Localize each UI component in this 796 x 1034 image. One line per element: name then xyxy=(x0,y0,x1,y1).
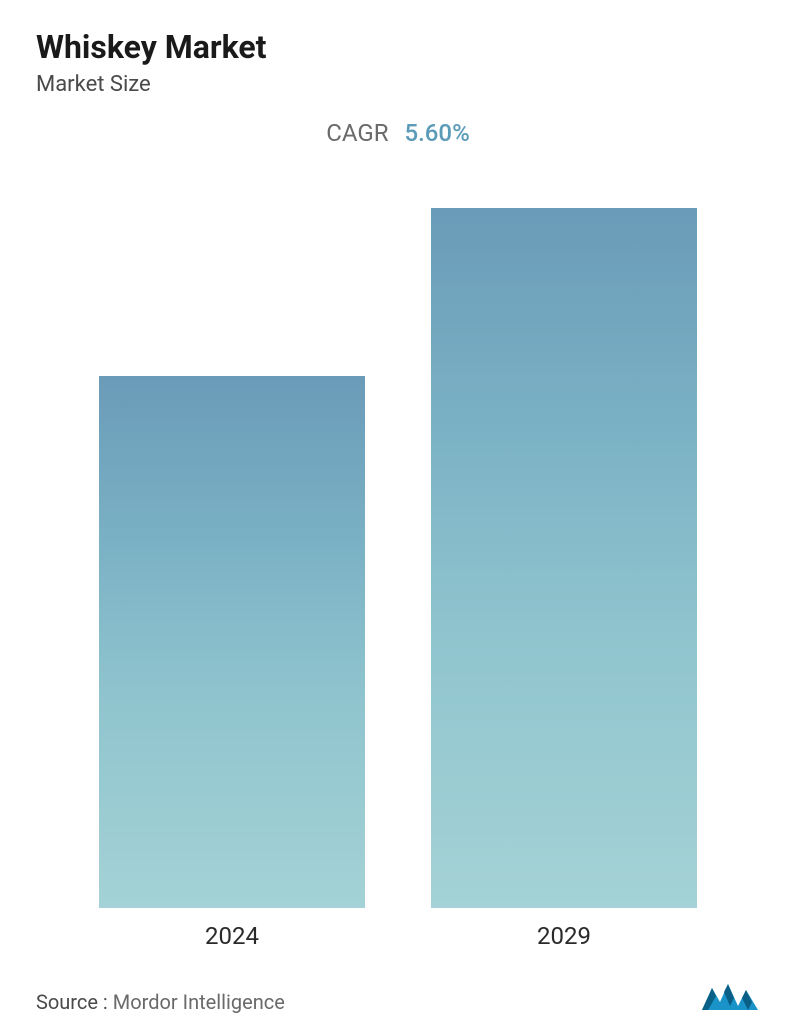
bar-chart xyxy=(36,157,760,908)
mordor-logo-icon xyxy=(700,980,760,1014)
cagr-value: 5.60% xyxy=(404,119,469,147)
page-subtitle: Market Size xyxy=(36,72,760,97)
x-axis: 2024 2029 xyxy=(36,908,760,950)
footer: Source : Mordor Intelligence xyxy=(36,950,760,1014)
page-title: Whiskey Market xyxy=(36,28,760,66)
cagr-row: CAGR 5.60% xyxy=(36,119,760,147)
source-value: Mordor Intelligence xyxy=(113,990,285,1014)
axis-label-0: 2024 xyxy=(99,922,365,950)
axis-label-1: 2029 xyxy=(431,922,697,950)
bar-0 xyxy=(99,376,365,908)
source-label: Source : xyxy=(36,990,108,1014)
bar-group-0 xyxy=(99,376,365,908)
bar-group-1 xyxy=(431,208,697,908)
bar-1 xyxy=(431,208,697,908)
cagr-label: CAGR xyxy=(326,119,388,147)
chart-container: Whiskey Market Market Size CAGR 5.60% 20… xyxy=(0,0,796,1034)
source-attribution: Source : Mordor Intelligence xyxy=(36,990,285,1014)
